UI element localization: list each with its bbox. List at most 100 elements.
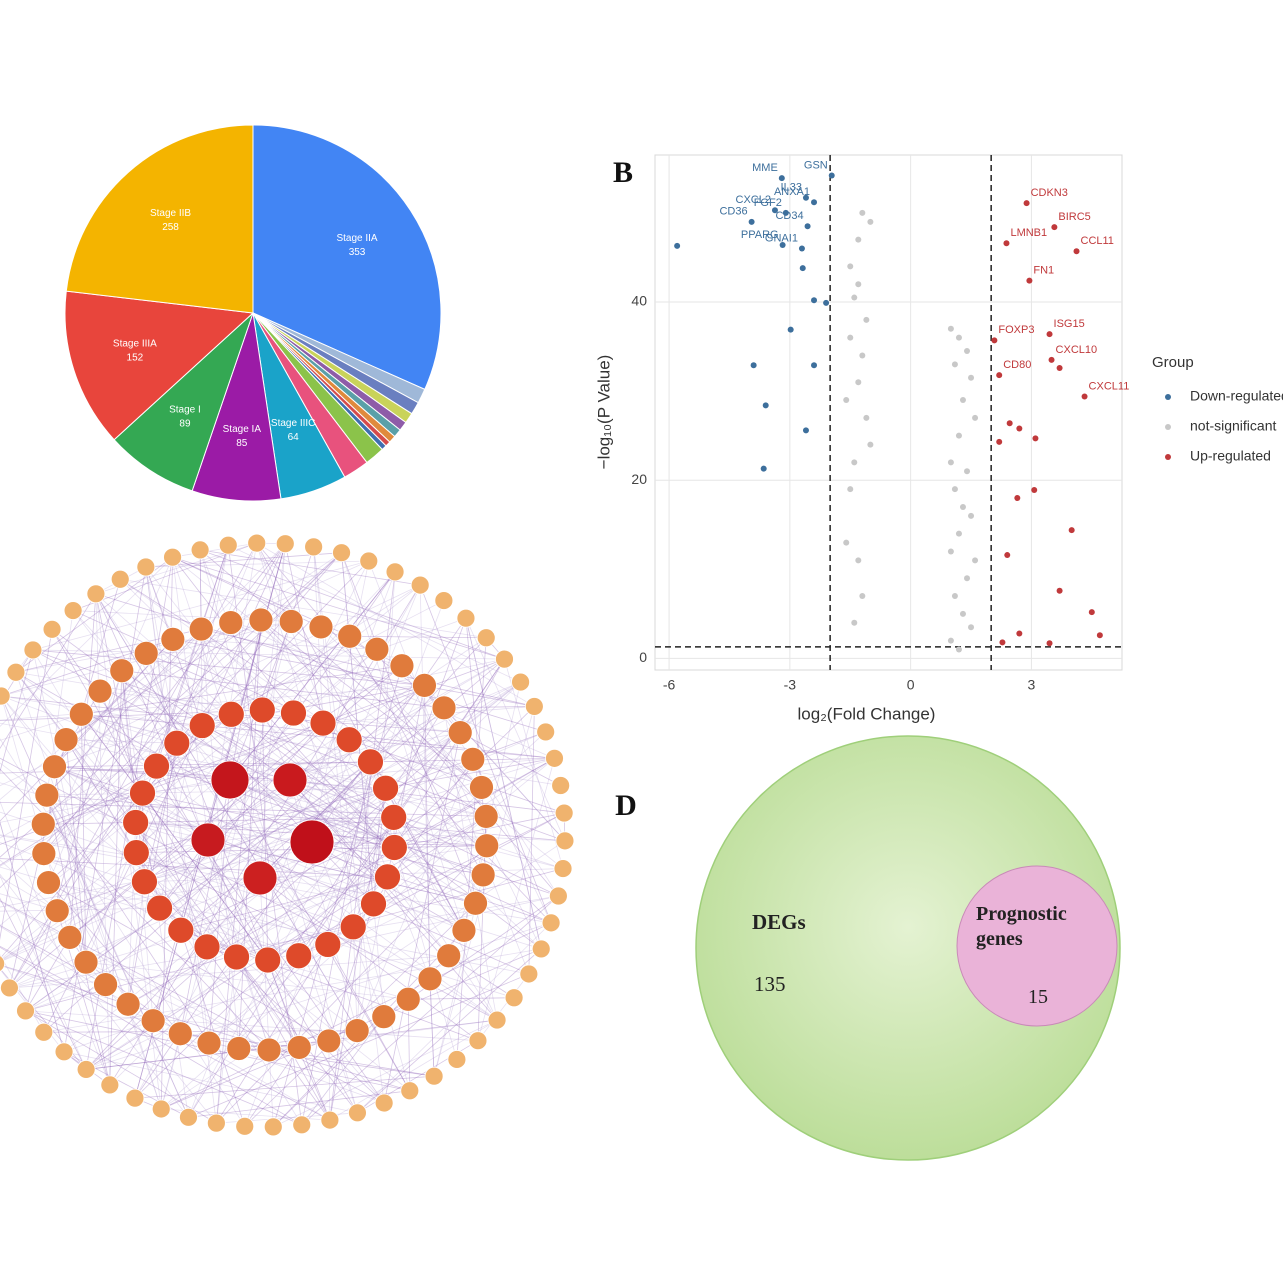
network-node bbox=[223, 943, 250, 971]
network-edge bbox=[238, 620, 262, 1049]
network-edge bbox=[145, 552, 342, 568]
network-edge bbox=[320, 626, 482, 788]
network-node bbox=[292, 1115, 312, 1135]
network-node bbox=[551, 776, 571, 795]
data-point bbox=[855, 379, 862, 386]
network-edge bbox=[322, 706, 535, 724]
data-point bbox=[1056, 587, 1063, 594]
legend-title: Group bbox=[1152, 354, 1194, 371]
network-edge bbox=[0, 731, 546, 963]
network-edge bbox=[72, 610, 324, 724]
network-node bbox=[447, 720, 473, 746]
network-node bbox=[36, 870, 61, 895]
network-edge bbox=[136, 852, 328, 945]
network-edge bbox=[32, 649, 425, 686]
network-edge bbox=[289, 779, 449, 957]
network-edge bbox=[341, 552, 465, 931]
gene-label: CXCL10 bbox=[1056, 344, 1098, 356]
network-node bbox=[385, 562, 405, 582]
network-edge bbox=[134, 584, 421, 1099]
network-edge bbox=[72, 610, 231, 781]
network-edge bbox=[0, 732, 461, 962]
data-point bbox=[855, 557, 862, 564]
network-edge bbox=[261, 709, 465, 931]
network-node bbox=[470, 862, 496, 888]
network-edge bbox=[15, 672, 162, 1110]
network-node bbox=[308, 614, 334, 640]
data-point bbox=[1032, 435, 1039, 442]
network-node bbox=[151, 1099, 171, 1119]
network-edge bbox=[260, 619, 552, 924]
data-point bbox=[1096, 632, 1103, 639]
panel-label: B bbox=[613, 156, 633, 189]
network-edge bbox=[66, 739, 177, 744]
network-edge bbox=[172, 639, 377, 650]
network-edge bbox=[0, 876, 58, 912]
network-edge bbox=[85, 637, 487, 1070]
data-point bbox=[811, 199, 818, 206]
gene-label: CCL11 bbox=[1081, 235, 1114, 247]
network-edge bbox=[25, 1010, 302, 1126]
network-edge bbox=[51, 629, 331, 1121]
network-edge bbox=[0, 874, 87, 1070]
network-node bbox=[34, 782, 60, 808]
network-edge bbox=[54, 766, 231, 781]
network-node bbox=[320, 1110, 340, 1130]
data-point bbox=[972, 414, 979, 421]
network-edge bbox=[0, 649, 34, 773]
network-edge bbox=[188, 973, 530, 1118]
data-point bbox=[951, 361, 958, 368]
network-edge bbox=[201, 543, 286, 726]
network-edge bbox=[109, 681, 521, 1086]
network-edge bbox=[95, 593, 331, 1121]
data-point bbox=[1004, 552, 1011, 559]
network-edge bbox=[0, 552, 342, 858]
network-node bbox=[190, 822, 226, 858]
network-edge bbox=[429, 978, 435, 1077]
network-edge bbox=[172, 556, 294, 714]
data-point bbox=[947, 325, 954, 332]
y-tick-label: 40 bbox=[631, 293, 647, 309]
network-edge bbox=[385, 757, 555, 789]
network-edge bbox=[202, 600, 445, 726]
network-edge bbox=[201, 725, 476, 904]
network-edge bbox=[352, 926, 358, 1031]
network-node bbox=[348, 1103, 367, 1123]
network-edge bbox=[159, 722, 324, 909]
network-node bbox=[469, 775, 494, 800]
data-point bbox=[955, 530, 962, 537]
network-edge bbox=[289, 757, 555, 781]
network-node bbox=[0, 978, 19, 998]
network-edge bbox=[301, 895, 559, 1126]
network-node bbox=[374, 863, 401, 891]
network-node bbox=[188, 616, 214, 642]
data-point bbox=[1046, 640, 1053, 647]
network-edge bbox=[349, 636, 484, 876]
data-point bbox=[674, 242, 681, 249]
network-edge bbox=[69, 665, 403, 938]
network-node bbox=[146, 894, 173, 922]
data-point bbox=[859, 209, 866, 216]
network-edge bbox=[159, 907, 237, 958]
network-node bbox=[473, 804, 499, 829]
network-edge bbox=[311, 560, 370, 843]
network-edge bbox=[289, 681, 521, 781]
network-node bbox=[247, 533, 267, 553]
network-edge bbox=[273, 1019, 498, 1128]
network-node bbox=[86, 584, 106, 604]
network-edge bbox=[199, 549, 202, 630]
network-edge bbox=[159, 907, 237, 958]
network-node bbox=[504, 988, 524, 1008]
network-edge bbox=[156, 552, 342, 767]
network-edge bbox=[0, 964, 410, 1092]
gene-label: ISG15 bbox=[1054, 318, 1085, 330]
network-edge bbox=[65, 739, 87, 963]
network-edge bbox=[259, 868, 564, 879]
network-edge bbox=[0, 866, 299, 957]
network-edge bbox=[160, 1033, 181, 1110]
network-edge bbox=[0, 738, 246, 1127]
network-edge bbox=[199, 549, 358, 1113]
data-point bbox=[1023, 200, 1030, 207]
network-node bbox=[57, 924, 83, 950]
